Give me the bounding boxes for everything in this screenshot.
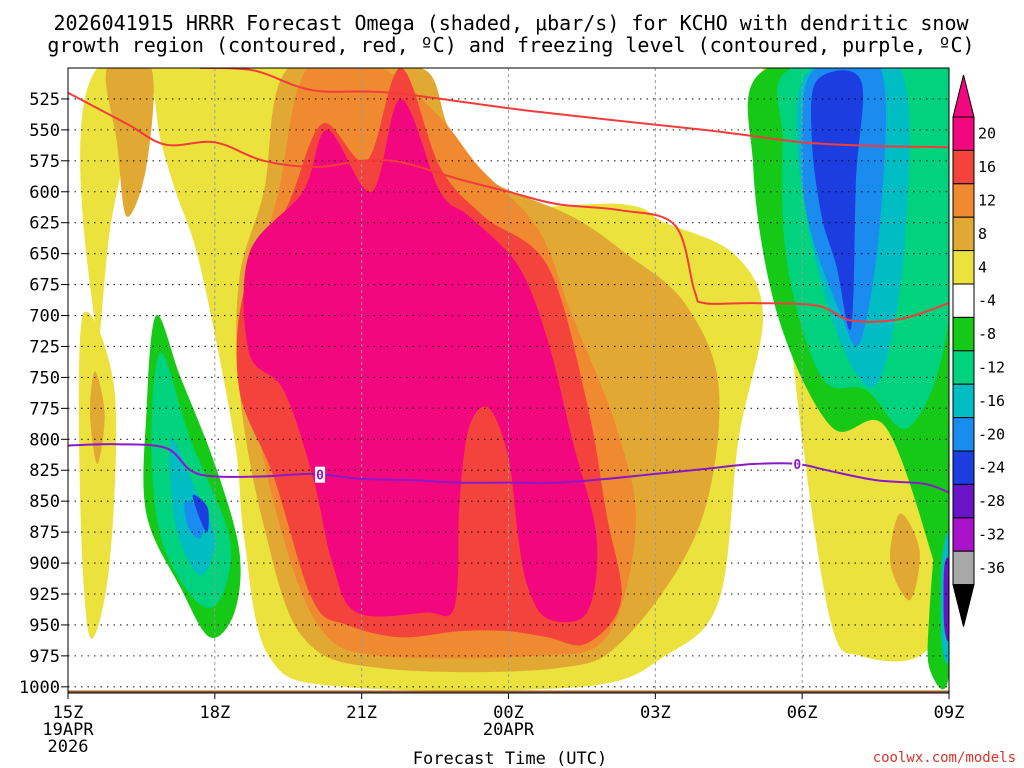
y-tick-label-975: 975 bbox=[29, 647, 60, 667]
x-tick-label-15Z: 15Z bbox=[53, 703, 84, 723]
ground-layer bbox=[68, 690, 949, 693]
colorbar-swatch-6 bbox=[952, 316, 975, 352]
omega-region-1-level-4 bbox=[78, 311, 117, 639]
x-tick-year-15Z: 2026 bbox=[48, 737, 89, 757]
colorbar-label--8: -8 bbox=[978, 325, 996, 343]
colorbar-label-16: 16 bbox=[978, 158, 996, 176]
x-tick-label-03Z: 03Z bbox=[640, 703, 671, 723]
x-tick-label-09Z: 09Z bbox=[934, 703, 965, 723]
colorbar-swatch-3 bbox=[952, 216, 975, 252]
y-tick-label-775: 775 bbox=[29, 399, 60, 419]
colorbar-label--4: -4 bbox=[978, 292, 996, 310]
contour-lines: 00 bbox=[68, 68, 949, 494]
colorbar-label--32: -32 bbox=[978, 526, 1005, 544]
colorbar-swatch-4 bbox=[952, 250, 975, 285]
y-tick-label-725: 725 bbox=[29, 337, 60, 357]
y-tick-label-875: 875 bbox=[29, 523, 60, 543]
y-tick-label-600: 600 bbox=[29, 183, 60, 203]
y-tick-label-900: 900 bbox=[29, 554, 60, 574]
colorbar-label-4: 4 bbox=[978, 258, 987, 276]
dgz-upper-contour bbox=[200, 68, 949, 149]
y-tick-label-925: 925 bbox=[29, 585, 60, 605]
dgz-lower-contour bbox=[68, 91, 949, 323]
colorbar-top-arrow bbox=[952, 74, 975, 118]
y-tick-label-850: 850 bbox=[29, 492, 60, 512]
y-tick-label-525: 525 bbox=[29, 90, 60, 110]
y-tick-label-575: 575 bbox=[29, 152, 60, 172]
omega-region-9-level-20 bbox=[243, 98, 598, 623]
colorbar-swatch-12 bbox=[952, 517, 975, 552]
credit-text: coolwx.com/models bbox=[873, 750, 1016, 766]
x-tick-date-15Z: 19APR bbox=[42, 720, 94, 740]
colorbar-label--12: -12 bbox=[978, 359, 1005, 377]
omega-shading bbox=[78, 68, 949, 691]
y-tick-label-1000: 1000 bbox=[19, 678, 60, 698]
colorbar-swatch-5 bbox=[952, 283, 975, 318]
colorbar-swatch-10 bbox=[952, 450, 975, 485]
y-tick-label-675: 675 bbox=[29, 276, 60, 296]
colorbar-label-8: 8 bbox=[978, 225, 987, 243]
colorbar-swatch-13 bbox=[952, 550, 975, 586]
y-tick-label-700: 700 bbox=[29, 307, 60, 327]
omega-region-6-level-8 bbox=[890, 513, 920, 601]
chart-title-line-2: growth region (contoured, red, ºC) and f… bbox=[47, 33, 974, 57]
colorbar-label-20: 20 bbox=[978, 125, 996, 143]
y-tick-label-750: 750 bbox=[29, 368, 60, 388]
colorbar-bottom-arrow bbox=[952, 584, 975, 627]
colorbar-label-12: 12 bbox=[978, 192, 996, 210]
ground-surface bbox=[68, 690, 949, 693]
y-tick-label-550: 550 bbox=[29, 121, 60, 141]
y-axis: 525 550 575 600 625 650 675 700 725 750 775 800 825 8… bbox=[19, 90, 68, 698]
colorbar-swatch-1 bbox=[952, 149, 975, 185]
freezing-level-label-1: 0 bbox=[793, 458, 801, 473]
chart-title-line-1: 2026041915 HRRR Forecast Omega (shaded, … bbox=[53, 11, 969, 35]
y-tick-label-950: 950 bbox=[29, 616, 60, 636]
omega-region-22-level-neg24 bbox=[943, 557, 949, 642]
colorbar-label--28: -28 bbox=[978, 492, 1005, 510]
x-tick-label-21Z: 21Z bbox=[346, 703, 377, 723]
x-tick-label-06Z: 06Z bbox=[787, 703, 818, 723]
freezing-label-bg-1 bbox=[792, 456, 803, 473]
colorbar-swatch-0 bbox=[952, 116, 975, 151]
freezing-level-label-0: 0 bbox=[316, 469, 324, 484]
colorbar-swatch-7 bbox=[952, 350, 975, 385]
colorbar-label--24: -24 bbox=[978, 459, 1005, 477]
y-tick-label-825: 825 bbox=[29, 461, 60, 481]
x-tick-date-00Z: 20APR bbox=[483, 720, 535, 740]
omega-region-4-level-8 bbox=[89, 371, 105, 464]
freezing-level-contour bbox=[68, 443, 949, 494]
freezing-label-bg-0 bbox=[315, 466, 326, 483]
y-tick-label-625: 625 bbox=[29, 214, 60, 234]
x-axis-title: Forecast Time (UTC) bbox=[413, 749, 607, 768]
colorbar-label--20: -20 bbox=[978, 425, 1005, 443]
colorbar: 20 16 12 8 4 -4 -8 -12 -16 -20 -24 -28 -32 -36 bbox=[952, 74, 1005, 627]
colorbar-swatch-11 bbox=[952, 483, 975, 519]
omega-region-3-level-8 bbox=[105, 68, 154, 217]
x-tick-label-18Z: 18Z bbox=[199, 703, 230, 723]
x-tick-label-00Z: 00Z bbox=[493, 703, 524, 723]
y-tick-label-650: 650 bbox=[29, 245, 60, 265]
colorbar-label--16: -16 bbox=[978, 392, 1005, 410]
grid-lines bbox=[68, 68, 949, 693]
colorbar-swatch-8 bbox=[952, 383, 975, 419]
y-tick-label-800: 800 bbox=[29, 430, 60, 450]
colorbar-swatch-9 bbox=[952, 417, 975, 452]
colorbar-swatch-2 bbox=[952, 183, 975, 218]
omega-region-14-level-neg20 bbox=[192, 494, 209, 533]
colorbar-label--36: -36 bbox=[978, 559, 1005, 577]
omega-region-19-level-neg20 bbox=[810, 70, 864, 331]
